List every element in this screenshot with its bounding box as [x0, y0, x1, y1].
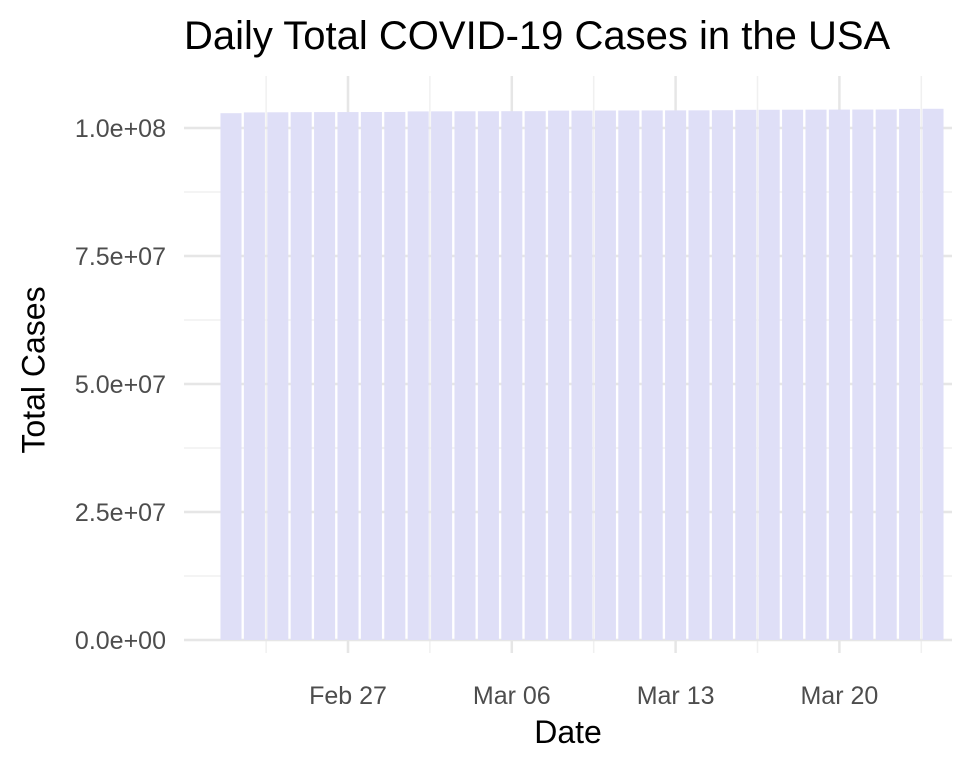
- chart-title: Daily Total COVID-19 Cases in the USA: [184, 14, 891, 58]
- bar: [618, 110, 640, 641]
- bar: [548, 110, 570, 640]
- bar: [782, 109, 804, 641]
- bar: [758, 109, 780, 641]
- x-tick-label: Feb 27: [309, 682, 387, 710]
- x-tick-label: Mar 13: [637, 682, 715, 710]
- y-tick-label: 7.5e+07: [75, 243, 166, 271]
- bar: [828, 109, 850, 640]
- bar: [852, 109, 874, 640]
- bar: [454, 111, 476, 641]
- bar: [220, 113, 242, 640]
- bar: [360, 112, 382, 641]
- bar: [267, 112, 289, 641]
- bar: [594, 110, 616, 641]
- bar: [711, 110, 733, 641]
- bar: [571, 110, 593, 640]
- bar: [431, 111, 453, 640]
- y-tick-label: 5.0e+07: [75, 371, 166, 399]
- bar: [407, 111, 429, 640]
- bar: [501, 111, 523, 640]
- bar: [384, 111, 406, 641]
- bar: [290, 112, 312, 640]
- y-tick-label: 2.5e+07: [75, 499, 166, 527]
- x-tick-label: Mar 06: [473, 682, 551, 710]
- bar: [875, 109, 897, 641]
- bar: [243, 112, 265, 640]
- bar: [477, 111, 499, 641]
- bar: [688, 110, 710, 640]
- bar: [524, 111, 546, 640]
- bar: [735, 109, 757, 640]
- bar: [314, 112, 336, 640]
- bar: [641, 110, 663, 640]
- y-axis-title: Total Cases: [15, 286, 52, 454]
- bar: [805, 109, 827, 640]
- x-tick-label: Mar 20: [800, 682, 878, 710]
- x-axis-title: Date: [534, 714, 602, 750]
- bar: [899, 108, 921, 640]
- bar: [922, 108, 944, 640]
- y-tick-label: 1.0e+08: [75, 115, 166, 143]
- bar: [665, 110, 687, 640]
- bar: [337, 112, 359, 641]
- y-tick-label: 0.0e+00: [75, 627, 166, 655]
